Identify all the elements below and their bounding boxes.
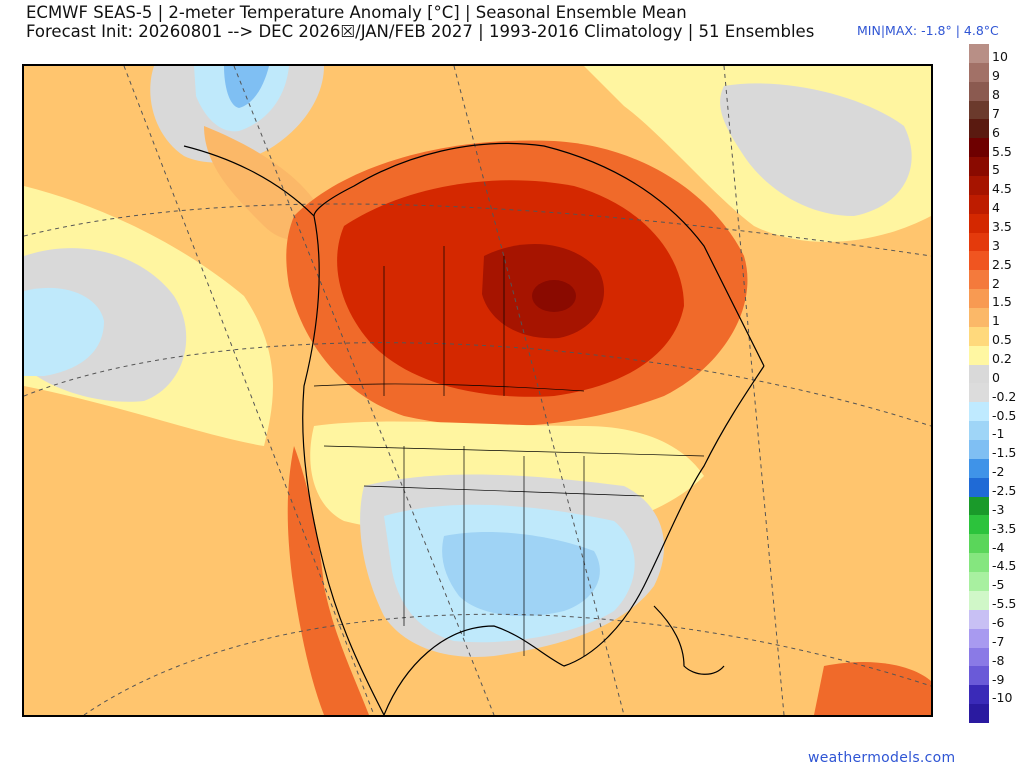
legend-swatch [969,572,989,591]
map-canvas [24,66,931,715]
legend-label: -3.5 [992,520,1017,536]
legend-label: -5.5 [992,596,1017,612]
legend-swatch [969,553,989,573]
legend-label: 5.5 [992,143,1012,159]
legend-swatch [969,590,989,610]
legend-swatch [969,100,989,120]
chart-subtitle: Forecast Init: 20260801 --> DEC 2026☒/JA… [26,22,815,41]
legend-swatch [969,213,989,233]
legend-label: 0 [992,369,1000,385]
legend-swatch [969,704,989,723]
legend-swatch [969,270,989,290]
source-credit: weathermodels.com [808,750,956,766]
legend-swatch [969,477,989,497]
legend-swatch [969,534,989,554]
west-coast-warm-area [287,446,369,715]
legend-swatch [969,402,989,422]
legend-swatch [969,383,989,403]
legend-label: 3.5 [992,218,1012,234]
legend-swatch [969,44,989,63]
legend-label: -6 [992,615,1005,631]
legend-label: 2 [992,275,1000,291]
legend-label: -9 [992,671,1005,687]
legend-swatch [969,119,989,139]
caribbean-warm-area [814,661,931,715]
legend-label: -1 [992,426,1005,442]
legend-swatch [969,609,989,629]
graticule [24,66,931,715]
legend-label: -2 [992,464,1005,480]
min-max-readout: MIN|MAX: -1.8° | 4.8°C [857,23,999,38]
bering-cool-core [224,66,269,108]
legend-label: 5 [992,162,1000,178]
legend-label: 10 [992,49,1008,65]
legend-label: 0.5 [992,332,1012,348]
alaska-area [204,126,324,240]
legend-swatch [969,176,989,195]
legend-label: 7 [992,105,1000,121]
legend-label: -3 [992,501,1005,517]
chart-title: ECMWF SEAS-5 | 2-meter Temperature Anoma… [26,3,687,22]
legend-swatch [969,194,989,214]
legend-swatch [969,496,989,516]
legend-swatch [969,647,989,667]
color-scale-bar [969,44,989,723]
us-cool-core [442,531,600,616]
legend-swatch [969,628,989,648]
legend-swatch [969,440,989,459]
legend-swatch [969,326,989,346]
legend-swatch [969,421,989,441]
legend-label: 1 [992,313,1000,329]
legend-label: -4.5 [992,558,1017,574]
legend-label: 4.5 [992,181,1012,197]
legend-label: -10 [992,690,1013,706]
legend-swatch [969,364,989,384]
coastlines [183,142,765,715]
legend-label: -8 [992,652,1005,668]
legend-swatch [969,157,989,177]
legend-label: 3 [992,237,1000,253]
legend-label: 8 [992,86,1000,102]
legend-swatch [969,81,989,101]
legend-swatch [969,515,989,535]
legend-swatch [969,458,989,478]
canada-max-core [532,280,576,312]
legend-label: -0.2 [992,388,1017,404]
legend-swatch [969,308,989,327]
legend-label: -1.5 [992,445,1017,461]
legend-label: -7 [992,633,1005,649]
political-borders [313,246,705,656]
legend-label: -5 [992,577,1005,593]
legend-label: -2.5 [992,483,1017,498]
legend-label: 4 [992,200,1000,216]
legend-swatch [969,345,989,365]
legend-swatch [969,289,989,309]
legend-label: 9 [992,68,1000,84]
legend-swatch [969,62,989,82]
legend-label: -0.5 [992,407,1017,423]
legend-swatch [969,666,989,686]
legend-swatch [969,685,989,705]
legend-label: -4 [992,539,1005,555]
legend-swatch [969,251,989,271]
legend-label: 1.5 [992,294,1012,310]
greenland-neutral-area [720,83,912,216]
legend-swatch [969,138,989,158]
pacific-cool-area [24,287,104,376]
legend-label: 6 [992,124,1000,140]
legend-label: 2.5 [992,256,1012,272]
legend-label: 0.2 [992,350,1012,366]
legend-swatch [969,232,989,252]
temperature-anomaly-map [22,64,933,717]
